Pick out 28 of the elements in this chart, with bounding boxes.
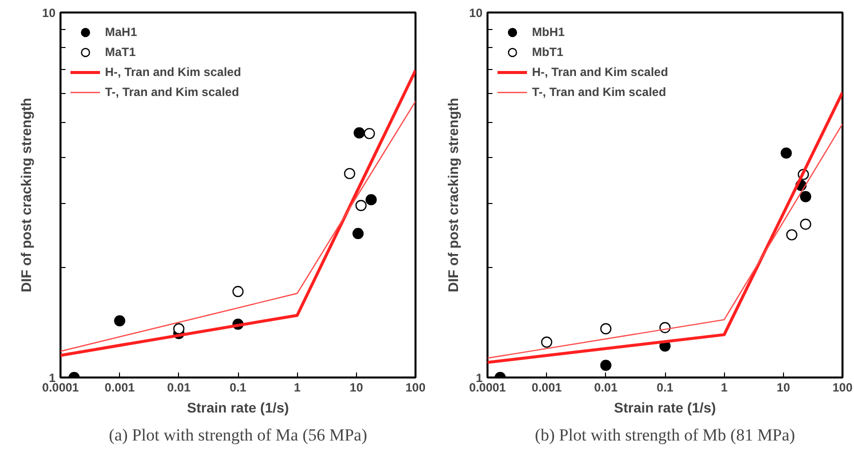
legend-label: MbH1 (532, 25, 565, 39)
x-tick-label: 0.01 (167, 380, 191, 394)
x-tick-label: 10 (350, 380, 364, 394)
x-tick-label: 0.001 (532, 380, 562, 394)
y-axis-title: DIF of post cracking strength (18, 98, 34, 292)
x-tick-label: 10 (776, 380, 790, 394)
legend-label: H-, Tran and Kim scaled (105, 65, 242, 79)
x-tick-label: 0.0001 (42, 380, 80, 394)
x-tick-label: 1 (720, 380, 728, 394)
text: (b) Plot with strength of Mb (81 MPa) (534, 426, 796, 444)
x-tick-label: 0.0001 (469, 380, 506, 394)
x-tick-label: 0.01 (594, 380, 618, 394)
y-axis-title: DIF of post cracking strength (445, 98, 462, 292)
legend-label: H-, Tran and Kim scaled (532, 65, 668, 79)
x-tick-label: 0.001 (104, 380, 136, 394)
x-axis-title: Strain rate (1/s) (187, 400, 289, 416)
x-tick-label: 0.1 (656, 380, 674, 394)
x-tick-label: 100 (405, 380, 426, 394)
legend-label: T-, Tran and Kim scaled (105, 85, 240, 99)
legend-label: MaT1 (105, 45, 136, 59)
x-axis-title: Strain rate (1/s) (614, 400, 716, 416)
legend-label: T-, Tran and Kim scaled (532, 85, 666, 99)
x-tick-label: 1 (294, 380, 301, 394)
legend-label: MbT1 (532, 45, 564, 59)
x-tick-label: 0.1 (230, 380, 247, 394)
legend-label: MaH1 (105, 25, 138, 39)
x-tick-label: 100 (832, 380, 853, 394)
text: (a) Plot with strength of Ma (56 MPa) (108, 426, 368, 444)
